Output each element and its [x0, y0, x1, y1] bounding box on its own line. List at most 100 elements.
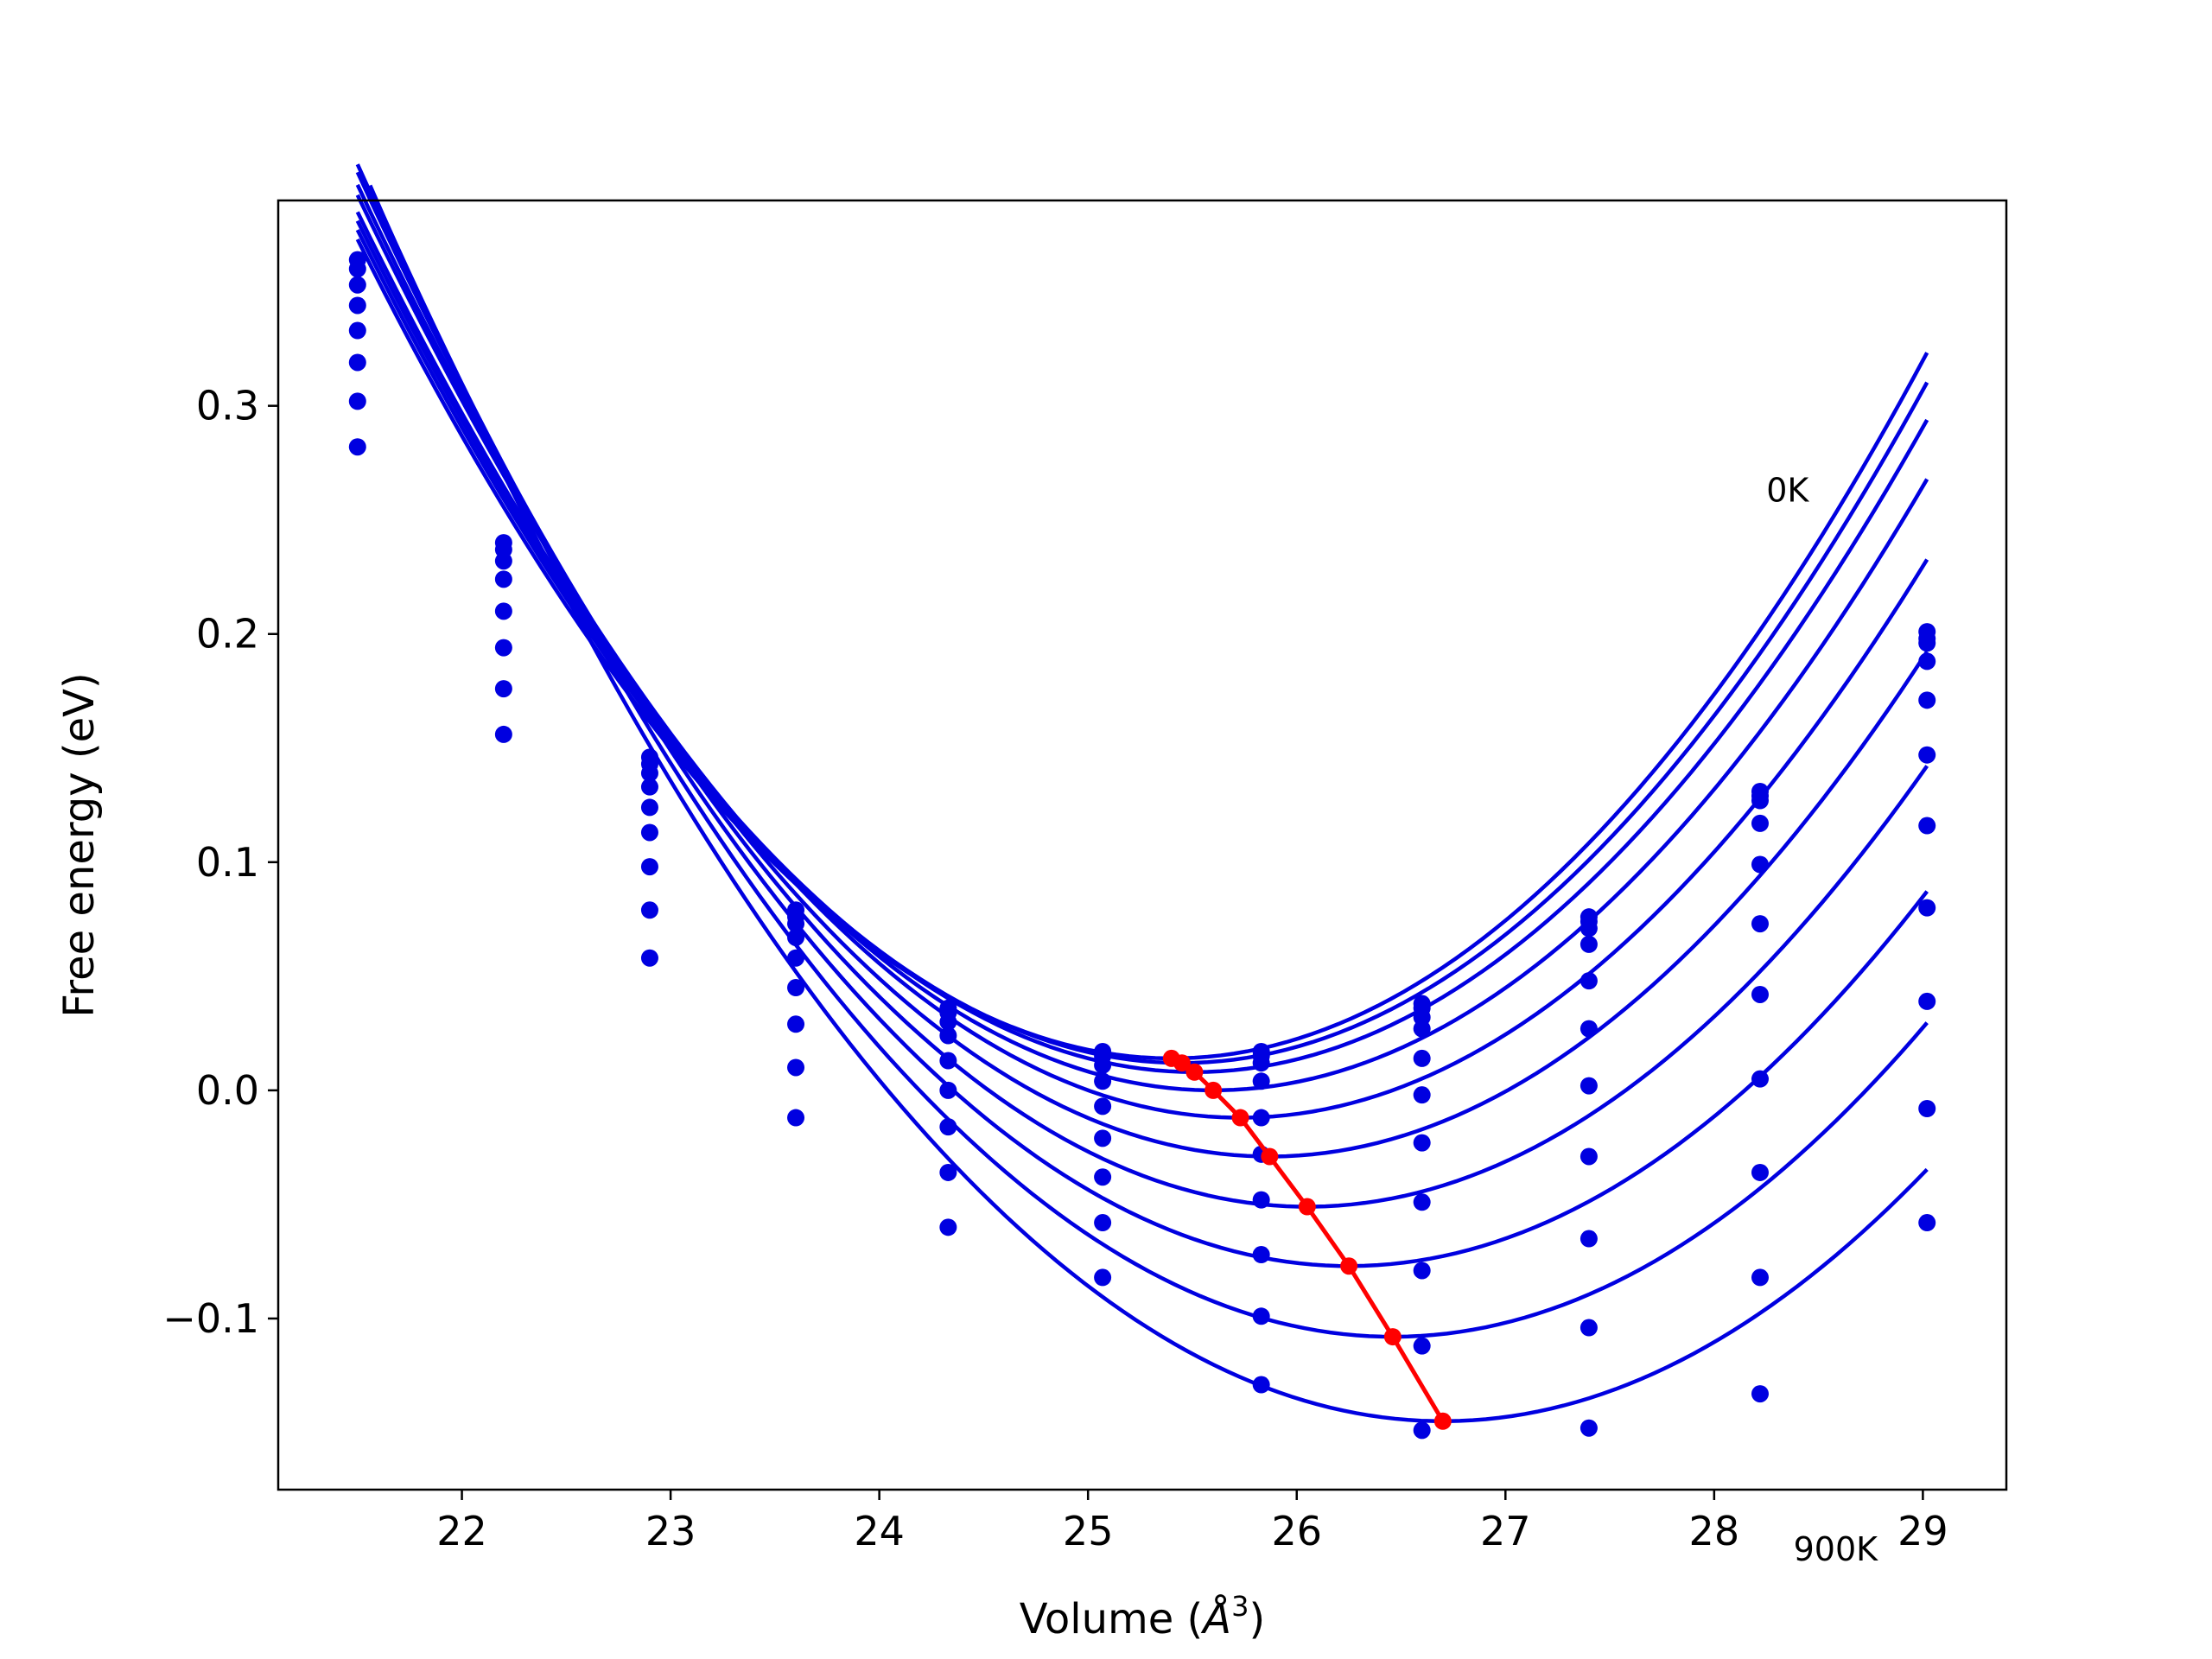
minimum-point [1433, 1412, 1452, 1430]
y-axis-ticks: −0.1 0.0 0.1 0.2 0.3 [162, 383, 278, 1342]
data-point-700K [1580, 1147, 1598, 1166]
data-point-800K [1252, 1307, 1270, 1325]
data-point-500K [787, 979, 805, 997]
data-points [348, 251, 1936, 1440]
data-point-500K [1094, 1129, 1112, 1147]
data-point-200K [1751, 791, 1769, 810]
data-point-300K [494, 570, 512, 588]
data-point-300K [1413, 1020, 1431, 1038]
data-point-400K [1751, 855, 1769, 874]
data-point-800K [939, 1218, 957, 1236]
data-point-200K [1580, 919, 1598, 938]
data-point-900K [1918, 1100, 1936, 1117]
data-point-200K [787, 915, 805, 933]
minimum-point [1185, 1063, 1204, 1081]
data-point-200K [1252, 1054, 1270, 1072]
annotation-label: 0K [1766, 472, 1809, 510]
minimum-point [1231, 1109, 1249, 1127]
data-point-800K [1094, 1268, 1112, 1287]
x-tick-label: 28 [1689, 1508, 1740, 1554]
data-point-400K [640, 798, 658, 817]
data-point-800K [1751, 1163, 1769, 1181]
data-point-400K [348, 321, 366, 340]
data-point-800K [1580, 1230, 1598, 1248]
data-point-600K [787, 1015, 805, 1033]
y-axis-label: Free energy (eV) [55, 672, 104, 1017]
y-tick-label: 0.2 [196, 611, 259, 658]
data-point-600K [640, 858, 658, 876]
data-point-900K [1252, 1376, 1270, 1394]
data-point-900K [1580, 1319, 1598, 1337]
data-point-300K [640, 778, 658, 796]
data-point-600K [1580, 1077, 1598, 1095]
data-point-600K [494, 680, 512, 698]
data-point-200K [1094, 1056, 1112, 1074]
data-point-400K [1580, 972, 1598, 990]
data-point-400K [1413, 1049, 1431, 1067]
x-tick-label: 24 [854, 1508, 905, 1554]
data-point-600K [1252, 1191, 1270, 1209]
data-point-300K [1751, 814, 1769, 832]
data-point-700K [787, 1058, 805, 1077]
x-axis-ticks: 22 23 24 25 26 27 28 29 [436, 1490, 1948, 1554]
data-point-700K [1751, 1070, 1769, 1088]
data-point-700K [494, 725, 512, 743]
data-point-900K [1751, 1268, 1769, 1287]
data-point-200K [939, 1013, 957, 1031]
data-point-400K [939, 1052, 957, 1070]
data-point-500K [1580, 1020, 1598, 1038]
data-point-300K [939, 1027, 957, 1045]
data-point-400K [1252, 1109, 1270, 1127]
data-point-100K [348, 260, 366, 278]
data-point-400K [1094, 1097, 1112, 1116]
data-point-500K [348, 353, 366, 372]
data-point-600K [1751, 985, 1769, 1003]
data-point-800K [1918, 992, 1936, 1010]
data-point-200K [494, 552, 512, 570]
x-tick-label: 23 [645, 1508, 696, 1554]
data-point-200K [640, 764, 658, 782]
plot-frame [276, 199, 2008, 1491]
data-point-800K [640, 949, 658, 967]
data-point-700K [1252, 1246, 1270, 1264]
data-point-700K [640, 901, 658, 919]
y-tick-label: 0.1 [196, 839, 259, 886]
data-point-500K [640, 823, 658, 842]
annotation-label: 900K [1794, 1530, 1879, 1568]
data-point-800K [787, 1109, 805, 1127]
data-point-800K [1413, 1262, 1431, 1280]
minimum-point [1340, 1257, 1358, 1275]
data-point-extra [1918, 1214, 1936, 1232]
y-tick-label: −0.1 [162, 1295, 259, 1342]
data-point-700K [1413, 1193, 1431, 1211]
x-tick-label: 25 [1063, 1508, 1114, 1554]
data-point-400K [787, 949, 805, 967]
data-point-extra [1580, 1419, 1598, 1437]
minimum-point [1261, 1147, 1279, 1166]
data-point-600K [1918, 817, 1936, 835]
temperature-annotations: 0K 900K [1766, 472, 1878, 1568]
data-point-200K [1918, 634, 1936, 652]
y-tick-label: 0.0 [196, 1067, 259, 1114]
data-point-700K [1918, 899, 1936, 917]
data-point-700K [939, 1163, 957, 1181]
data-point-300K [348, 296, 366, 315]
fit-curve-900K [368, 184, 1929, 1424]
data-point-500K [494, 639, 512, 657]
minimum-point [1205, 1081, 1223, 1099]
data-point-500K [1751, 915, 1769, 933]
data-point-500K [1918, 746, 1936, 764]
data-point-400K [1918, 691, 1936, 709]
data-point-600K [348, 392, 366, 410]
data-point-300K [1918, 652, 1936, 671]
data-point-700K [348, 438, 366, 456]
fit-curve-800K [368, 185, 1929, 1339]
data-point-200K [348, 276, 366, 294]
data-point-600K [1413, 1134, 1431, 1152]
x-axis-label: Volume (Å3) [1020, 1590, 1265, 1643]
data-point-900K [1413, 1337, 1431, 1355]
data-point-700K [1094, 1214, 1112, 1232]
x-tick-label: 26 [1271, 1508, 1322, 1554]
data-point-300K [787, 928, 805, 946]
